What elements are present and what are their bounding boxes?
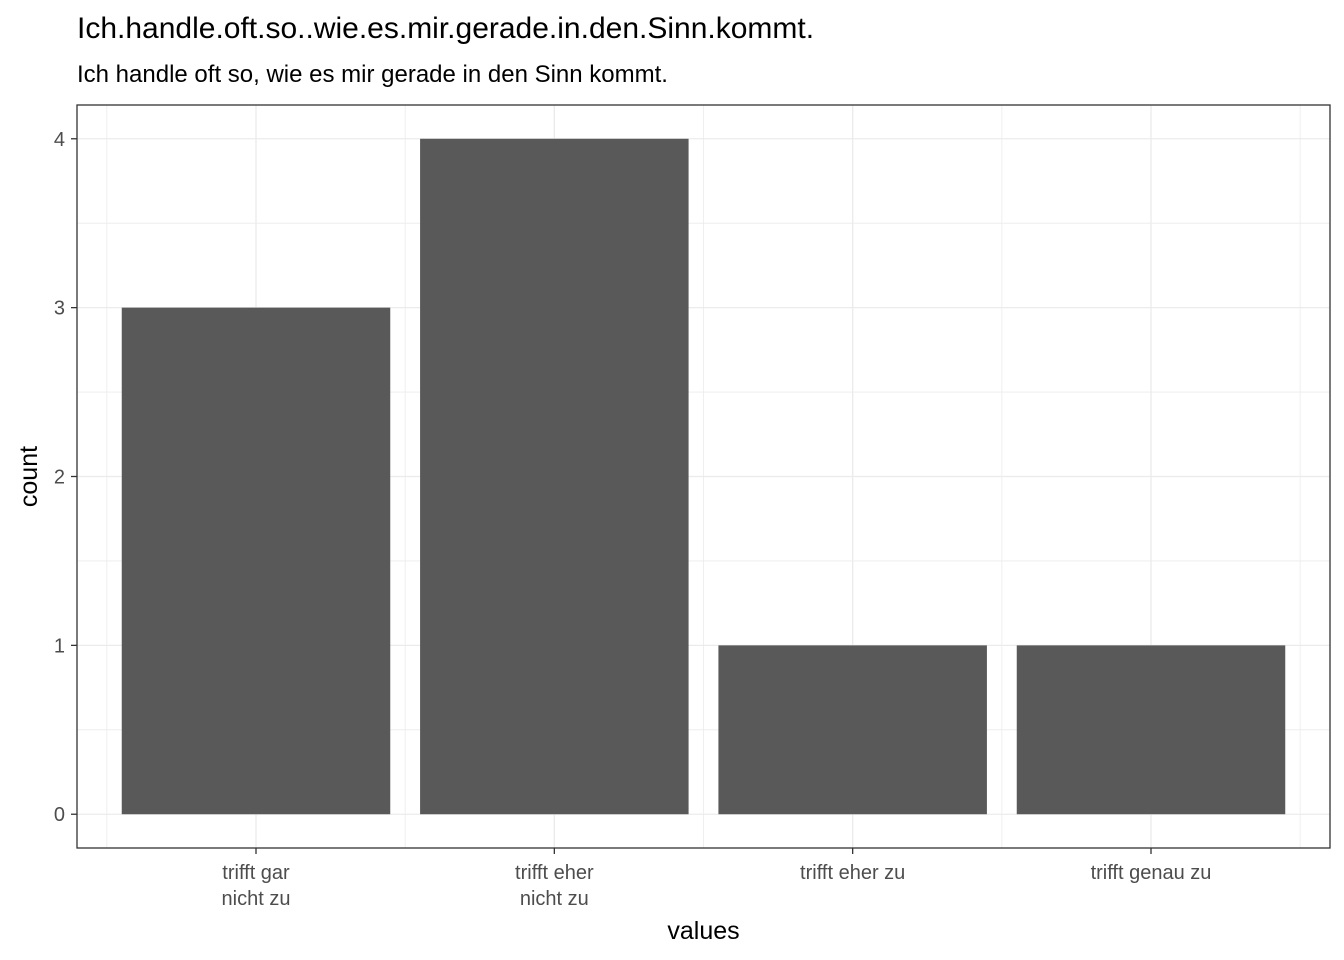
x-axis: trifft gar nicht zu trifft eher nicht zu tri… [222, 848, 1212, 910]
y-axis-title: count [15, 446, 43, 507]
y-tick-label: 1 [54, 635, 65, 657]
bar [121, 307, 391, 815]
chart-subtitle: Ich handle oft so, wie es mir gerade in … [77, 61, 668, 88]
x-tick-label: trifft gar nicht zu [222, 862, 291, 910]
x-tick-label: trifft eher zu [800, 862, 905, 884]
x-tick-label: trifft genau zu [1091, 862, 1212, 884]
y-tick-label: 4 [54, 129, 65, 151]
y-tick-label: 3 [54, 298, 65, 320]
bars [121, 138, 1286, 815]
chart-title: Ich.handle.oft.so..wie.es.mir.gerade.in.… [77, 12, 815, 45]
bar [1016, 645, 1286, 815]
y-tick-label: 0 [54, 804, 65, 826]
x-axis-title: values [667, 917, 739, 945]
y-tick-label: 2 [54, 467, 65, 489]
bar [718, 645, 987, 815]
bar [420, 138, 689, 815]
y-axis: 0 1 2 3 4 [54, 129, 77, 826]
x-tick-label: trifft eher nicht zu [515, 862, 594, 910]
